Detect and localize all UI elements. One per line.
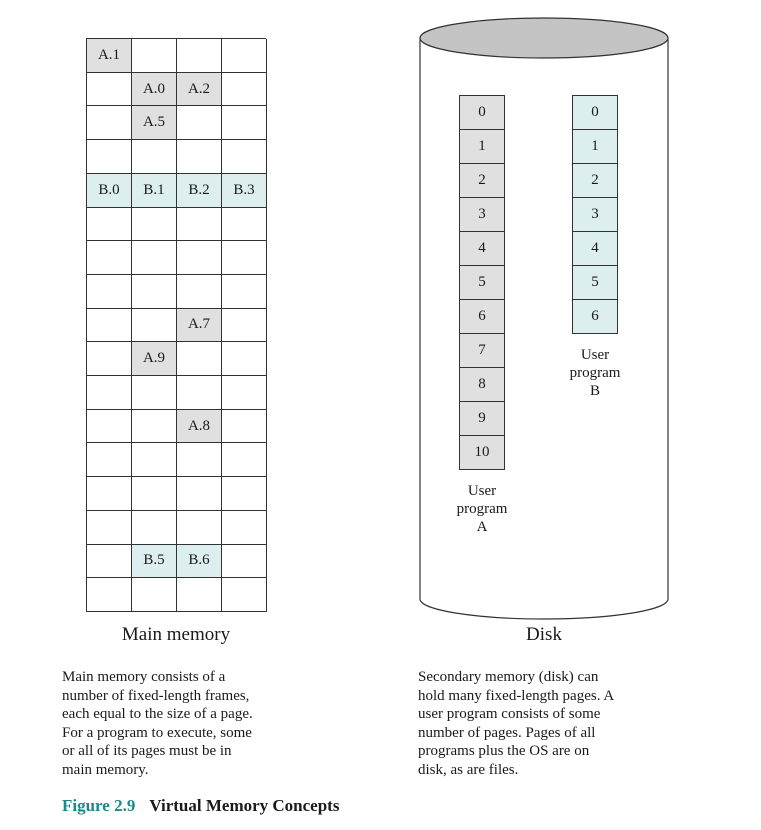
- program-a-page-3: 3: [460, 198, 505, 232]
- program-b-page-5: 5: [573, 266, 618, 300]
- frame-empty: [87, 443, 132, 478]
- program-b-page-3: 3: [573, 198, 618, 232]
- program-b-page-2: 2: [573, 164, 618, 198]
- frame-empty: [132, 308, 177, 343]
- disk-description: Secondary memory (disk) can hold many fi…: [418, 669, 615, 778]
- frame-empty: [222, 207, 267, 242]
- frame-empty: [177, 376, 222, 410]
- program-b-page-4: 4: [573, 232, 618, 266]
- frame-a-0: A.0: [132, 72, 177, 107]
- frame-empty: [177, 39, 222, 73]
- program-b-page-6: 6: [573, 300, 618, 334]
- frame-empty: [132, 409, 177, 444]
- frame-empty: [87, 106, 132, 141]
- frame-empty: [87, 274, 132, 309]
- frame-b-6: B.6: [177, 544, 222, 579]
- frame-empty: [87, 72, 132, 107]
- frame-empty: [222, 72, 267, 107]
- program-a-page-5: 5: [460, 266, 505, 300]
- frame-empty: [87, 308, 132, 343]
- frame-empty: [132, 376, 177, 410]
- frame-a-9: A.9: [132, 342, 177, 377]
- program-a-page-10: 10: [460, 436, 505, 470]
- frame-empty: [222, 477, 267, 511]
- disk-caption: Disk: [526, 624, 562, 645]
- frame-empty: [87, 477, 132, 511]
- frame-empty: [132, 140, 177, 174]
- figure-number: Figure 2.9: [62, 796, 136, 815]
- frame-empty: [87, 510, 132, 545]
- frame-a-5: A.5: [132, 106, 177, 141]
- frame-empty: [222, 544, 267, 579]
- frame-a-2: A.2: [177, 72, 222, 107]
- frame-empty: [177, 510, 222, 545]
- frame-empty: [222, 443, 267, 478]
- frame-empty: [177, 477, 222, 511]
- frame-empty: [132, 274, 177, 309]
- program-a-page-0: 0: [460, 96, 505, 130]
- frame-empty: [132, 443, 177, 478]
- frame-a-1: A.1: [87, 39, 132, 73]
- disk-top: [419, 17, 669, 59]
- frame-empty: [222, 510, 267, 545]
- frame-empty: [222, 140, 267, 174]
- frame-empty: [87, 241, 132, 275]
- user-program-a-pages: 0 1 2 3 4 5 6 7 8 9 10: [459, 95, 505, 470]
- frame-empty: [222, 376, 267, 410]
- frame-empty: [222, 39, 267, 73]
- program-a-page-4: 4: [460, 232, 505, 266]
- frame-empty: [177, 241, 222, 275]
- frame-empty: [132, 241, 177, 275]
- frame-empty: [222, 342, 267, 377]
- frame-empty: [222, 274, 267, 309]
- program-a-page-2: 2: [460, 164, 505, 198]
- main-memory-grid: A.1 A.0 A.2 A.5 B.0 B.1 B.2 B.3 A.7 A.9 A.8 B.5 B.6: [86, 38, 267, 612]
- figure-title-text: Virtual Memory Concepts: [149, 796, 340, 815]
- frame-empty: [177, 207, 222, 242]
- figure-title: Figure 2.9 Virtual Memory Concepts: [62, 796, 339, 816]
- main-memory-description: Main memory consists of a number of fixe…: [62, 669, 253, 778]
- frame-empty: [87, 342, 132, 377]
- frame-empty: [177, 342, 222, 377]
- frame-empty: [177, 578, 222, 612]
- program-a-page-1: 1: [460, 130, 505, 164]
- frame-empty: [87, 409, 132, 444]
- frame-b-2: B.2: [177, 173, 222, 208]
- program-b-page-1: 1: [573, 130, 618, 164]
- frame-empty: [87, 544, 132, 579]
- frame-empty: [222, 106, 267, 141]
- frame-b-1: B.1: [132, 173, 177, 208]
- frame-empty: [222, 578, 267, 612]
- frame-empty: [222, 241, 267, 275]
- program-a-page-9: 9: [460, 402, 505, 436]
- frame-empty: [132, 477, 177, 511]
- frame-empty: [222, 409, 267, 444]
- frame-empty: [132, 510, 177, 545]
- frame-b-5: B.5: [132, 544, 177, 579]
- frame-empty: [177, 140, 222, 174]
- frame-b-0: B.0: [87, 173, 132, 208]
- frame-a-8: A.8: [177, 409, 222, 444]
- main-memory-caption: Main memory: [121, 624, 231, 645]
- frame-empty: [132, 39, 177, 73]
- frame-a-7: A.7: [177, 308, 222, 343]
- user-program-b-label: User program B: [569, 347, 621, 399]
- program-a-page-6: 6: [460, 300, 505, 334]
- frame-empty: [87, 376, 132, 410]
- program-b-page-0: 0: [573, 96, 618, 130]
- frame-empty: [87, 140, 132, 174]
- frame-empty: [132, 578, 177, 612]
- user-program-a-label: User program A: [456, 483, 508, 535]
- frame-empty: [177, 106, 222, 141]
- frame-empty: [87, 578, 132, 612]
- frame-empty: [132, 207, 177, 242]
- frame-empty: [177, 443, 222, 478]
- frame-empty: [177, 274, 222, 309]
- program-a-page-7: 7: [460, 334, 505, 368]
- program-a-page-8: 8: [460, 368, 505, 402]
- frame-empty: [87, 207, 132, 242]
- frame-b-3: B.3: [222, 173, 267, 208]
- frame-empty: [222, 308, 267, 343]
